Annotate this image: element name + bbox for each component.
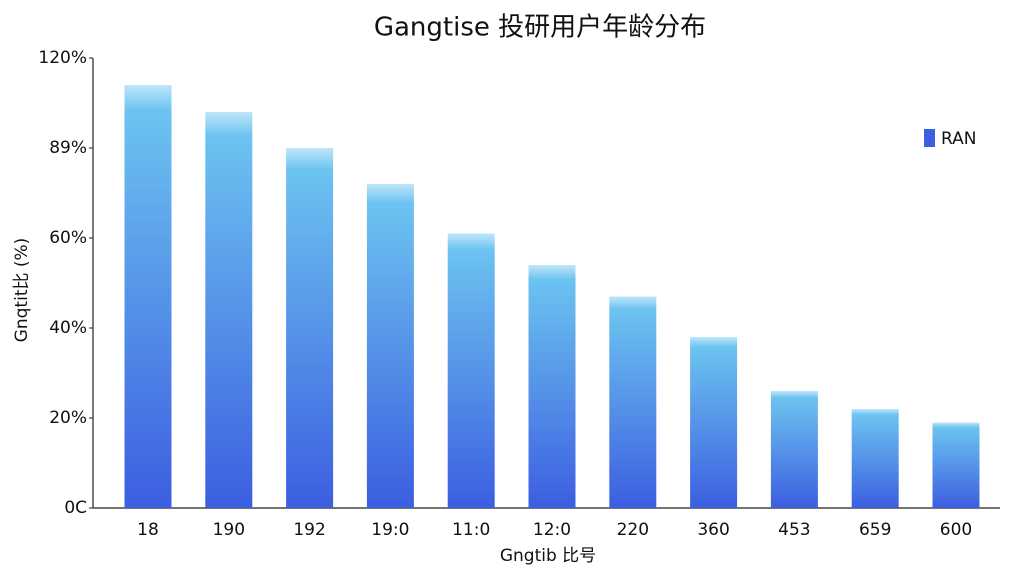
bar <box>932 422 980 508</box>
y-tick-label: 0C <box>64 498 87 518</box>
x-axis-label: Gngtib 比号 <box>500 546 596 566</box>
bar <box>447 233 495 508</box>
x-tick-label: 12:0 <box>533 520 571 540</box>
bar <box>528 265 576 508</box>
y-tick-label: 89% <box>49 138 87 158</box>
x-tick-label: 220 <box>617 520 649 540</box>
y-axis-label: Gnqtit比 (%) <box>12 238 32 343</box>
x-tick-label: 18 <box>137 520 159 540</box>
y-tick-label: 60% <box>49 228 87 248</box>
bar <box>205 112 253 508</box>
bar <box>124 85 172 508</box>
y-tick-label: 20% <box>49 408 87 428</box>
bar <box>366 184 414 508</box>
y-tick-label: 120% <box>38 48 87 68</box>
legend-label: RAN <box>941 129 976 149</box>
bar <box>286 148 334 508</box>
y-tick-label: 40% <box>49 318 87 338</box>
x-tick-label: 600 <box>940 520 972 540</box>
x-tick-label: 19:0 <box>371 520 409 540</box>
bar <box>851 409 899 508</box>
x-tick-label: 192 <box>293 520 325 540</box>
bar <box>690 337 738 508</box>
bar <box>609 296 657 508</box>
bar <box>770 391 818 508</box>
legend-marker <box>924 129 935 147</box>
x-tick-label: 190 <box>213 520 245 540</box>
chart-title: Gangtise 投研用户年龄分布 <box>374 13 706 43</box>
x-tick-label: 11:0 <box>452 520 490 540</box>
x-tick-label: 453 <box>778 520 810 540</box>
x-tick-label: 659 <box>859 520 891 540</box>
x-tick-label: 360 <box>697 520 729 540</box>
